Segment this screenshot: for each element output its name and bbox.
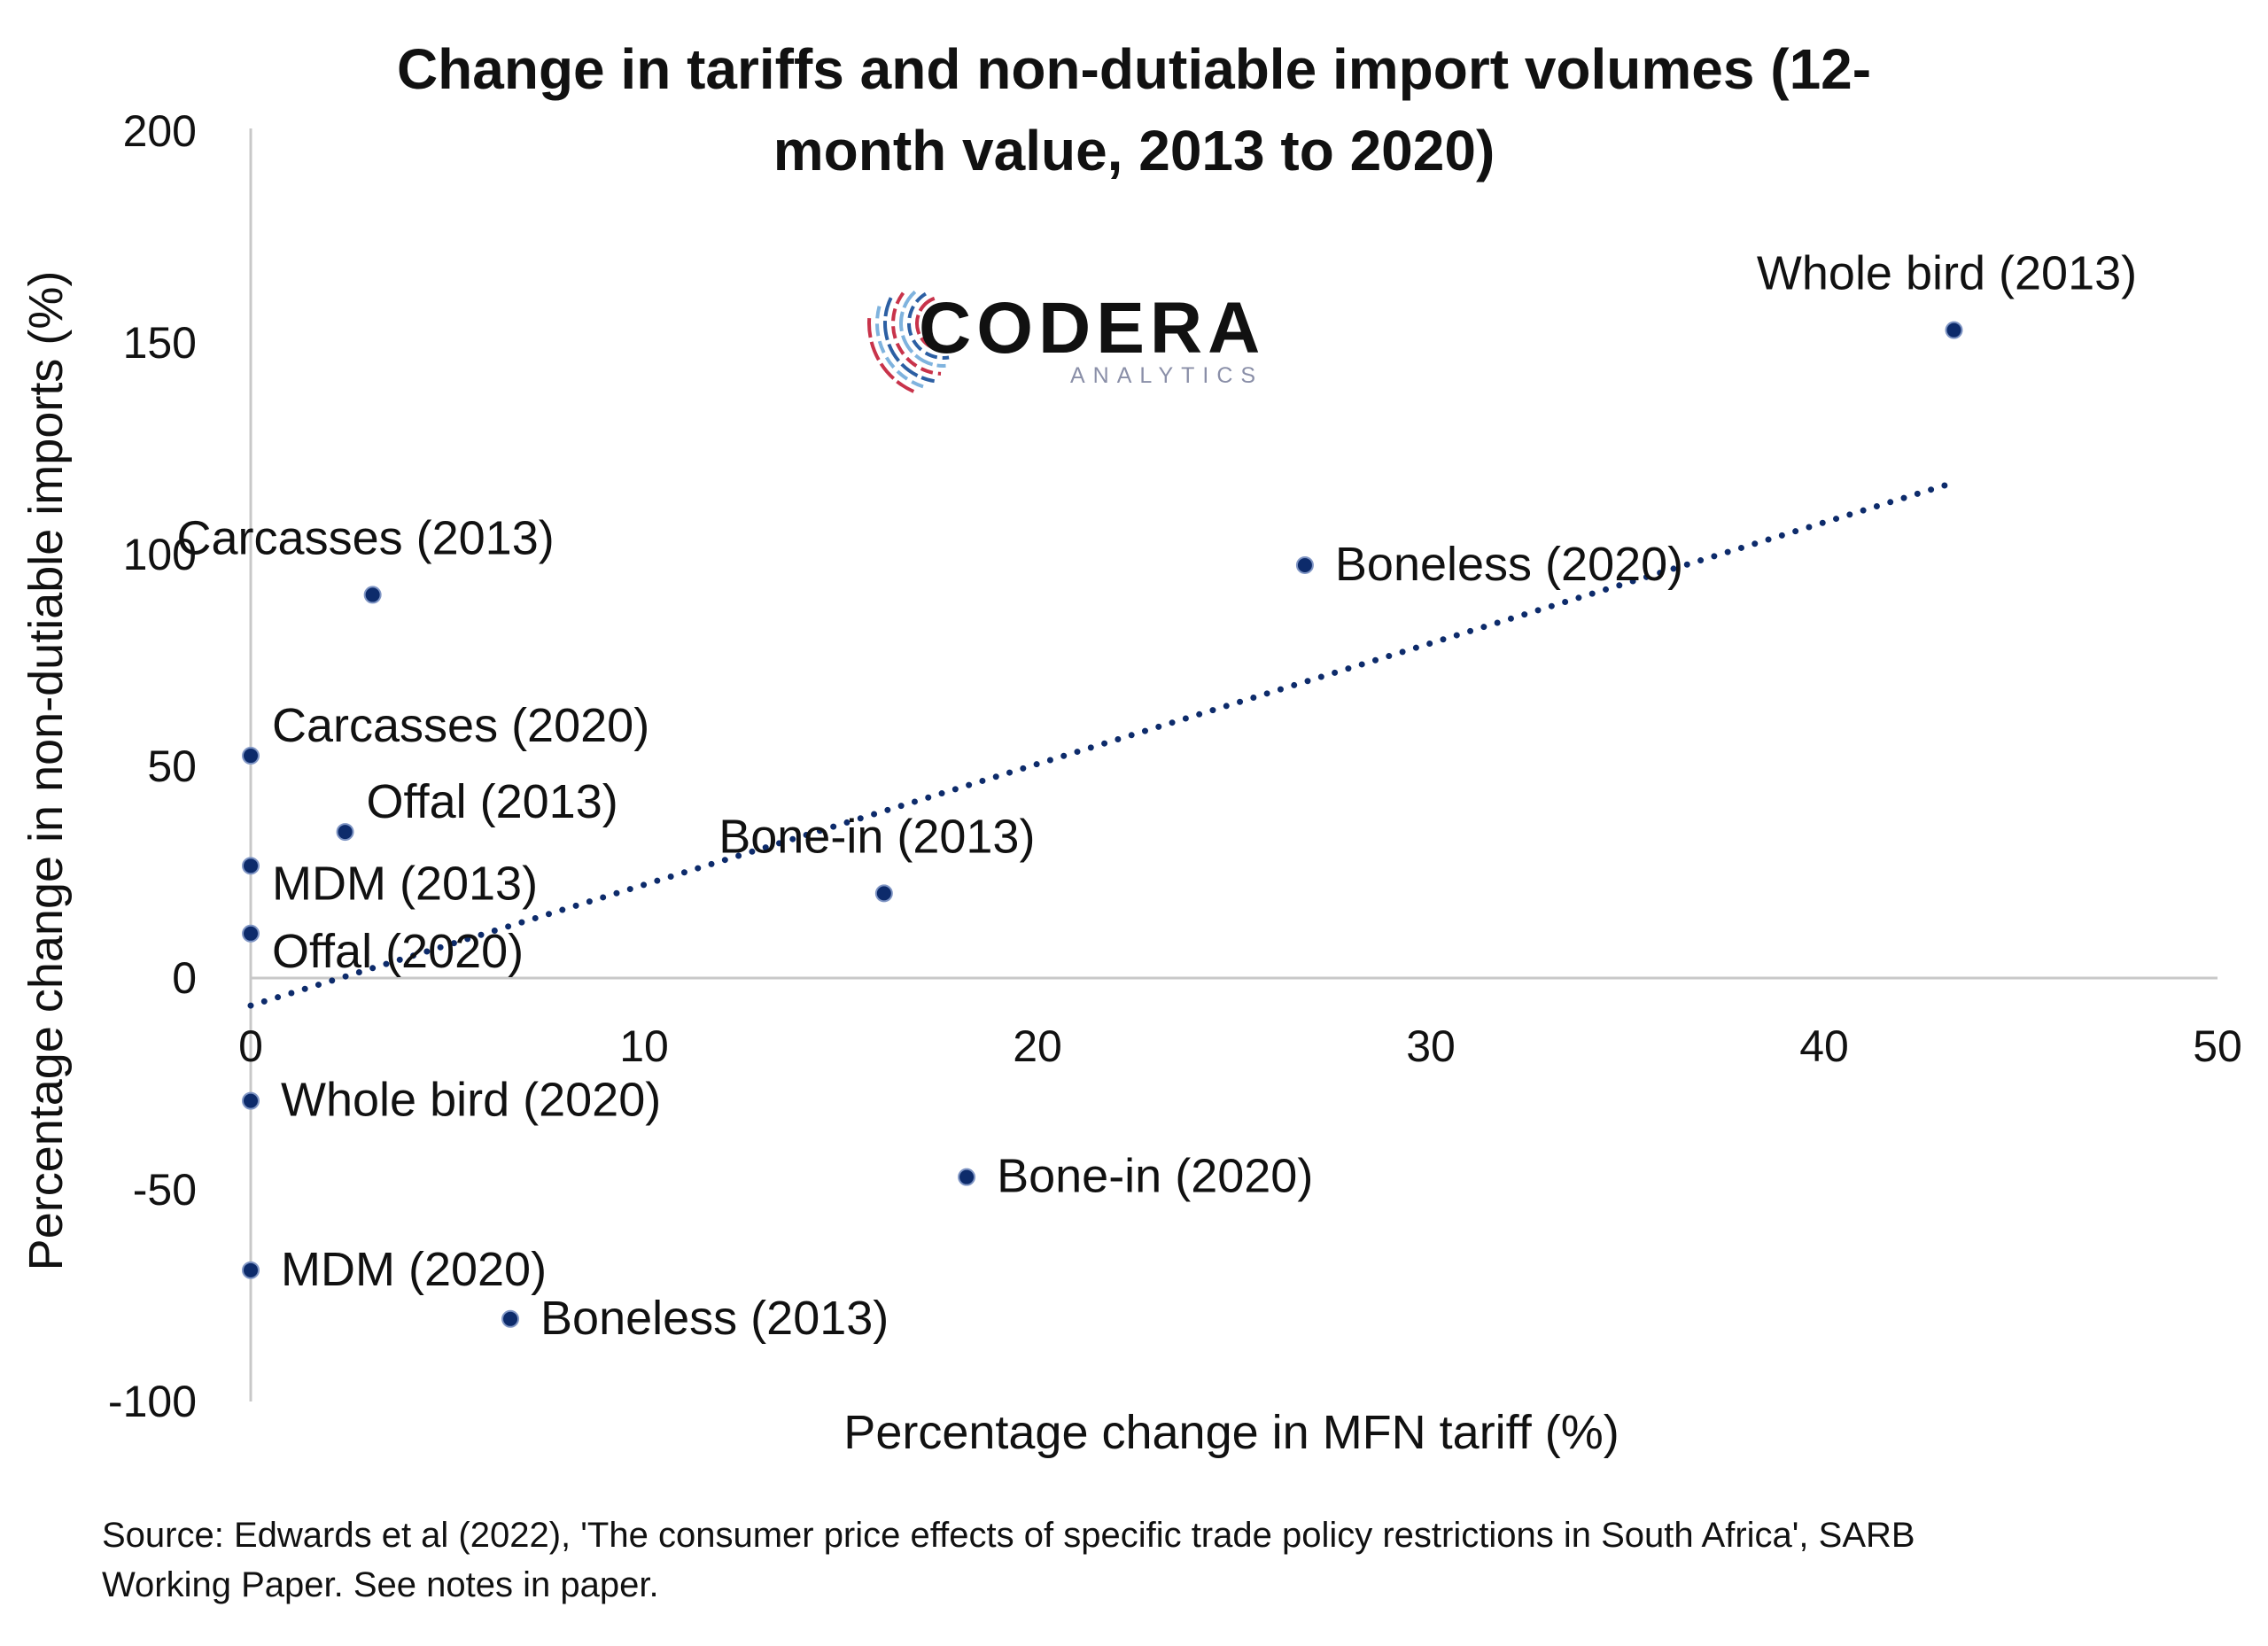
x-tick-label: 50 bbox=[2193, 1021, 2242, 1071]
logo-mark-icon bbox=[867, 290, 951, 395]
codera-logo: CODERA ANALYTICS bbox=[867, 288, 1265, 395]
point-label: MDM (2020) bbox=[281, 1243, 547, 1296]
data-labels: Whole bird (2013) Boneless (2020) Carcasse… bbox=[177, 247, 2138, 1345]
chart-title: Change in tariffs and non-dutiable impor… bbox=[397, 37, 1871, 182]
y-tick-label: 100 bbox=[123, 530, 197, 579]
point-label: Carcasses (2013) bbox=[177, 511, 555, 564]
x-axis-title: Percentage change in MFN tariff (%) bbox=[843, 1406, 1619, 1459]
logo-arc bbox=[899, 290, 946, 368]
logo-arc bbox=[907, 291, 950, 360]
source-note: Source: Edwards et al (2022), 'The consu… bbox=[102, 1510, 2210, 1610]
scatter-point bbox=[1295, 555, 1314, 574]
point-label: Whole bird (2020) bbox=[281, 1074, 661, 1127]
point-label: Bone-in (2020) bbox=[997, 1150, 1313, 1203]
y-tick-label: 150 bbox=[123, 318, 197, 368]
x-tick-label: 10 bbox=[619, 1021, 669, 1071]
point-label: Carcasses (2020) bbox=[272, 699, 649, 752]
logo-arc bbox=[891, 291, 942, 376]
scatter-point bbox=[1945, 321, 1963, 339]
chart-title-line-1: Change in tariffs and non-dutiable impor… bbox=[397, 37, 1871, 101]
y-axis-title: Percentage change in non-dutiable import… bbox=[19, 271, 73, 1271]
y-tick-label: 50 bbox=[147, 741, 197, 791]
scatter-point bbox=[958, 1168, 976, 1186]
y-axis-ticks: 200 150 100 50 0 -50 -100 bbox=[108, 106, 197, 1426]
y-tick-label: -100 bbox=[108, 1377, 197, 1426]
source-line-1: Source: Edwards et al (2022), 'The consu… bbox=[102, 1516, 1915, 1555]
axes bbox=[249, 128, 2218, 1401]
point-label: Bone-in (2013) bbox=[718, 810, 1035, 863]
scatter-point bbox=[242, 747, 260, 765]
scatter-point bbox=[501, 1309, 520, 1328]
point-label: MDM (2013) bbox=[272, 857, 538, 910]
x-tick-label: 20 bbox=[1013, 1021, 1062, 1071]
point-label: Offal (2013) bbox=[367, 775, 618, 828]
point-label: Offal (2020) bbox=[272, 925, 524, 978]
point-label: Boneless (2013) bbox=[540, 1292, 889, 1345]
logo-subtitle: ANALYTICS bbox=[1070, 363, 1263, 388]
data-points bbox=[242, 321, 1963, 1328]
logo-arc bbox=[867, 318, 918, 395]
scatter-point bbox=[242, 924, 260, 943]
trendline-line bbox=[247, 479, 1958, 1009]
x-axis-ticks: 0 10 20 30 40 50 bbox=[238, 1021, 2242, 1071]
logo-wordmark: CODERA bbox=[919, 288, 1265, 369]
logo-arc bbox=[915, 296, 951, 352]
point-label: Boneless (2020) bbox=[1335, 538, 1683, 591]
scatter-point bbox=[874, 884, 893, 903]
logo-arc bbox=[875, 306, 928, 390]
y-tick-label: 200 bbox=[123, 106, 197, 156]
scatter-point bbox=[363, 586, 382, 604]
x-tick-label: 0 bbox=[238, 1021, 263, 1071]
y-tick-label: 0 bbox=[172, 953, 197, 1003]
trendline bbox=[247, 479, 1958, 1009]
scatter-point bbox=[242, 1261, 260, 1279]
scatter-point bbox=[336, 823, 354, 842]
chart-title-line-2: month value, 2013 to 2020) bbox=[773, 119, 1495, 182]
x-tick-label: 30 bbox=[1406, 1021, 1456, 1071]
point-label: Whole bird (2013) bbox=[1757, 247, 2137, 300]
source-line-2: Working Paper. See notes in paper. bbox=[102, 1565, 659, 1604]
scatter-point bbox=[242, 857, 260, 875]
scatter-point bbox=[242, 1091, 260, 1110]
x-tick-label: 40 bbox=[1799, 1021, 1849, 1071]
y-tick-label: -50 bbox=[133, 1165, 197, 1215]
logo-arc bbox=[883, 297, 935, 384]
